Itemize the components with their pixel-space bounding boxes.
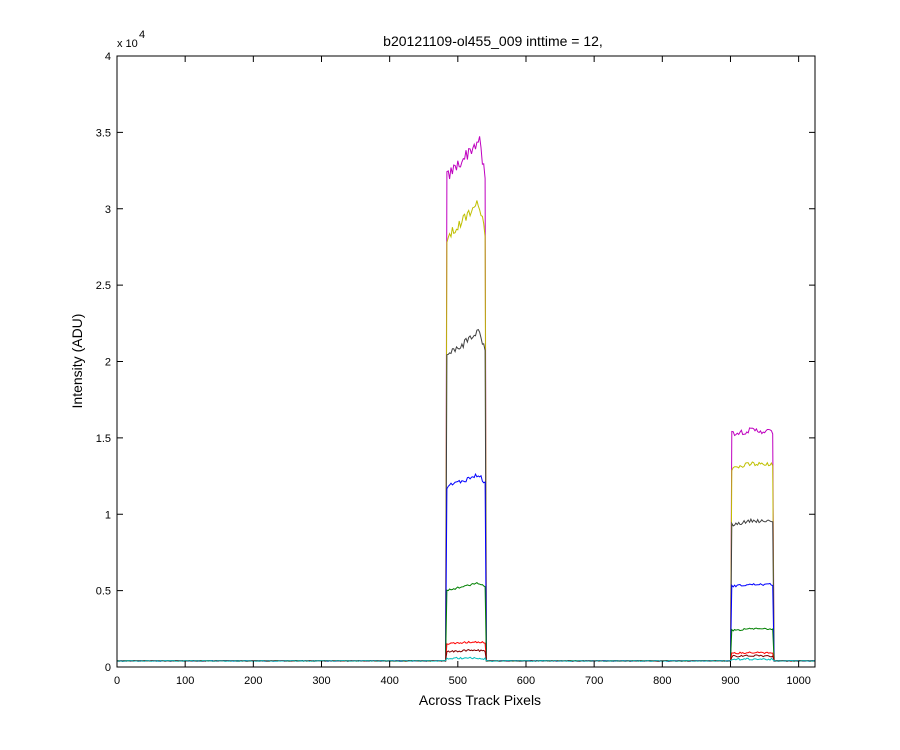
x-tick-label: 400 — [380, 675, 398, 687]
y-exponent-power: 4 — [139, 29, 145, 41]
x-tick-label: 200 — [244, 675, 262, 687]
y-tick-label: 0 — [105, 662, 111, 674]
x-tick-label: 0 — [114, 675, 120, 687]
y-tick-label: 2 — [105, 357, 111, 369]
y-tick-label: 0.5 — [96, 586, 111, 598]
y-axis: 0 0.5 1 1.5 2 2.5 3 3.5 4 — [96, 51, 815, 674]
x-tick-label: 300 — [312, 675, 330, 687]
x-axis-title: Across Track Pixels — [419, 692, 541, 708]
chart-title: b20121109-ol455_009 inttime = 12, — [383, 33, 603, 49]
x-axis: 0 100 200 300 400 500 600 700 800 900 1000 — [114, 56, 811, 687]
y-exponent-base: x 10 — [117, 38, 138, 50]
x-tick-label: 1000 — [786, 675, 810, 687]
y-tick-label: 2.5 — [96, 280, 111, 292]
x-tick-label: 900 — [721, 675, 739, 687]
y-tick-label: 1.5 — [96, 433, 111, 445]
series-line — [116, 656, 816, 662]
x-tick-label: 800 — [653, 675, 671, 687]
x-tick-label: 500 — [449, 675, 467, 687]
y-tick-label: 1 — [105, 509, 111, 521]
y-tick-label: 3 — [105, 204, 111, 216]
y-tick-label: 3.5 — [96, 127, 111, 139]
y-axis-title: Intensity (ADU) — [69, 314, 85, 409]
x-tick-label: 100 — [176, 675, 194, 687]
x-tick-label: 700 — [585, 675, 603, 687]
plot-area — [116, 136, 816, 662]
y-tick-label: 4 — [105, 51, 111, 63]
x-tick-label: 600 — [517, 675, 535, 687]
